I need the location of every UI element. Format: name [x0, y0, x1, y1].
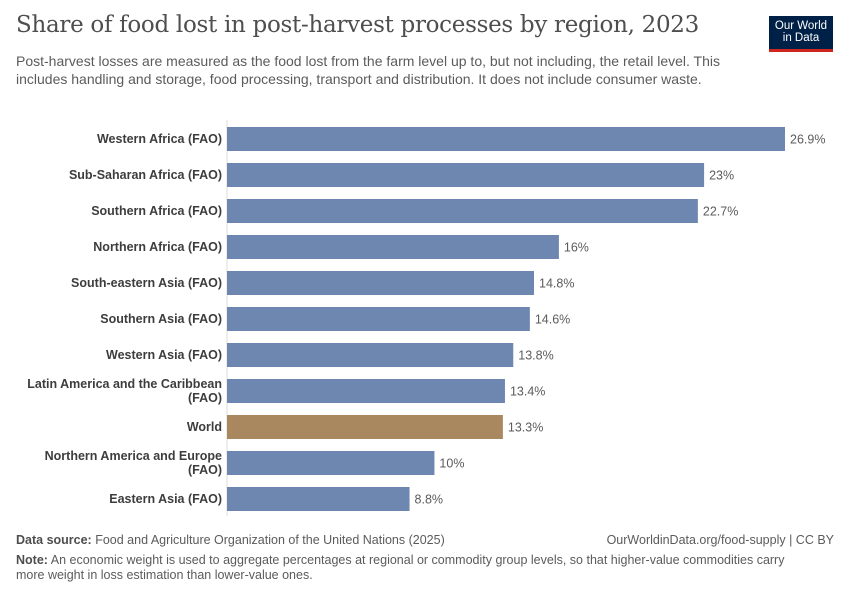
- category-label: Western Africa (FAO): [97, 132, 222, 146]
- bar[interactable]: [227, 307, 530, 331]
- bar-chart: Western Africa (FAO) 26.9% Sub-Saharan Afr…: [27, 120, 825, 516]
- source-label: Data source:: [16, 533, 92, 547]
- logo-line2: in Data: [782, 32, 820, 44]
- bar[interactable]: [227, 271, 535, 295]
- bar[interactable]: [227, 343, 514, 367]
- category-label: Western Asia (FAO): [106, 348, 222, 362]
- chart-subtitle: Post-harvest losses are measured as the …: [16, 53, 720, 87]
- value-label: 26.9%: [790, 133, 825, 147]
- note-text: An economic weight is used to aggregate …: [16, 553, 785, 582]
- value-label: 23%: [709, 169, 734, 183]
- category-label: Northern Africa (FAO): [93, 240, 222, 254]
- note: Note: An economic weight is used to aggr…: [16, 553, 816, 583]
- bar[interactable]: [227, 127, 785, 151]
- value-label: 13.4%: [510, 385, 545, 399]
- chart-title: Share of food lost in post-harvest proce…: [16, 12, 699, 38]
- data-source: Data source: Food and Agriculture Organi…: [16, 533, 445, 547]
- bar[interactable]: [227, 235, 559, 259]
- note-label: Note:: [16, 553, 48, 567]
- category-label: South-eastern Asia (FAO): [71, 276, 222, 290]
- value-label: 16%: [564, 241, 589, 255]
- category-label: Northern America and Europe (FAO): [45, 449, 222, 477]
- bar[interactable]: [227, 487, 410, 511]
- category-label: Eastern Asia (FAO): [109, 492, 222, 506]
- logo-line1: Our World: [774, 20, 828, 32]
- value-label: 14.8%: [539, 277, 574, 291]
- bar[interactable]: [227, 199, 698, 223]
- category-label: Latin America and the Caribbean (FAO): [27, 377, 222, 405]
- category-label: Sub-Saharan Africa (FAO): [69, 168, 222, 182]
- category-label: World: [187, 420, 222, 434]
- value-label: 13.8%: [518, 349, 553, 363]
- value-label: 14.6%: [535, 313, 570, 327]
- bar[interactable]: [227, 379, 505, 403]
- value-label: 8.8%: [415, 493, 444, 507]
- url-license[interactable]: OurWorldinData.org/food-supply | CC BY: [606, 533, 834, 547]
- owid-logo[interactable]: Our World in Data: [769, 16, 833, 52]
- bar[interactable]: [227, 451, 435, 475]
- category-label: Southern Africa (FAO): [91, 204, 222, 218]
- value-label: 10%: [439, 457, 464, 471]
- value-label: 22.7%: [703, 205, 738, 219]
- value-label: 13.3%: [508, 421, 543, 435]
- bar[interactable]: [227, 163, 705, 187]
- category-label: Southern Asia (FAO): [100, 312, 222, 326]
- bar[interactable]: [227, 415, 503, 439]
- source-text[interactable]: Food and Agriculture Organization of the…: [95, 533, 445, 547]
